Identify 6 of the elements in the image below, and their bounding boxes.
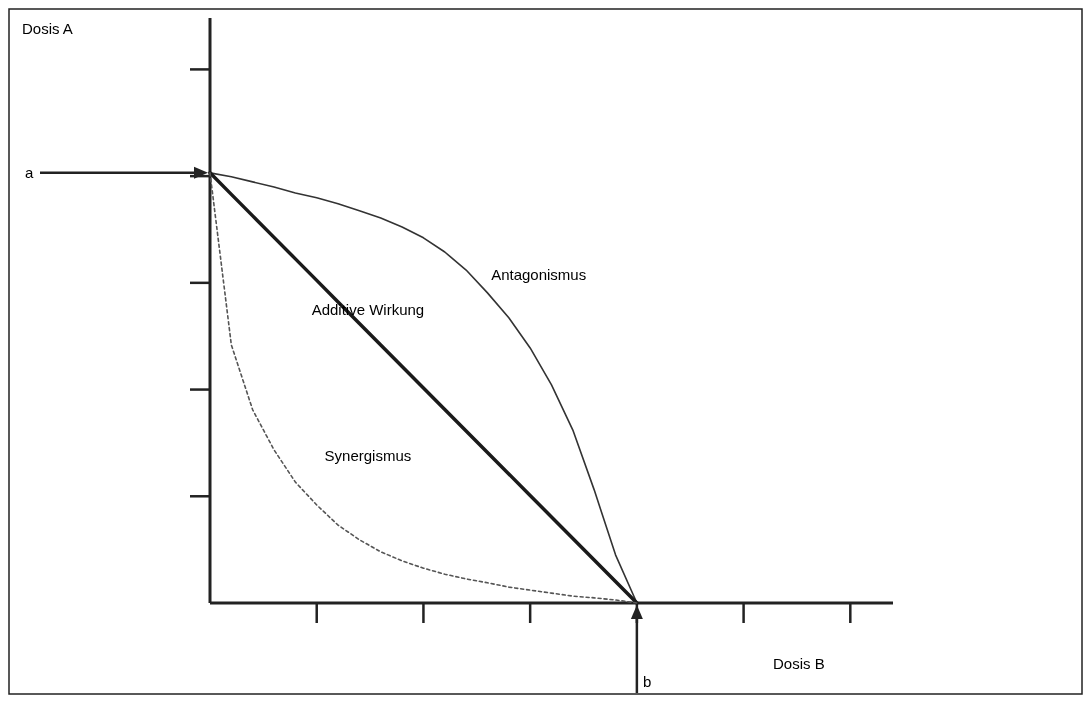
x-axis-title: Dosis B [773,655,825,672]
text: b [642,673,652,690]
text: Dosis A [22,20,73,37]
text: a [25,163,34,181]
series-label: Antagonismus [491,266,587,284]
text: Synergismus [324,447,412,465]
